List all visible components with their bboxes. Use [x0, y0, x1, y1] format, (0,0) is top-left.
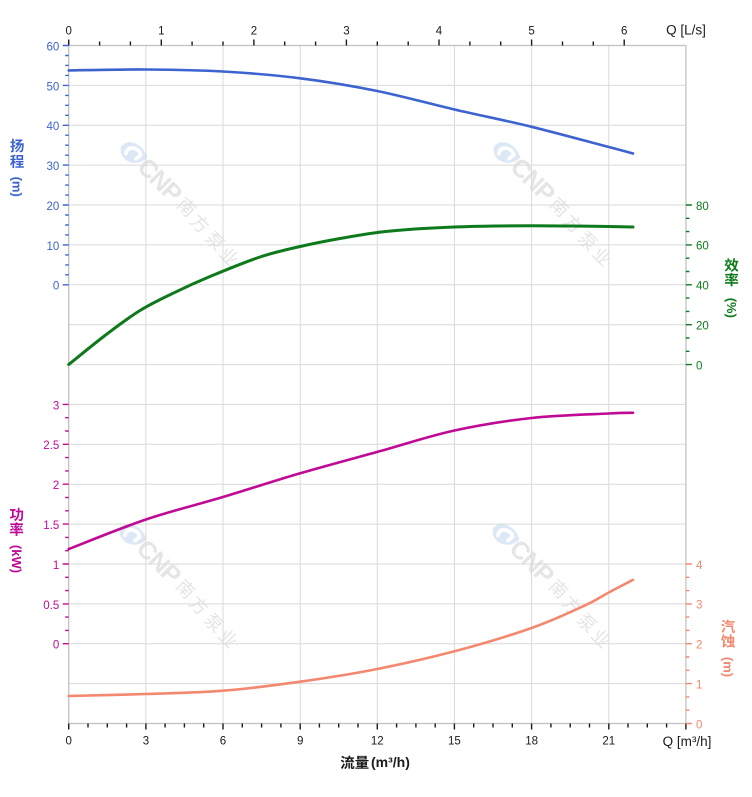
svg-text:3: 3 [696, 600, 702, 612]
svg-text:40: 40 [47, 121, 60, 133]
svg-text:2: 2 [251, 25, 257, 37]
svg-text:18: 18 [525, 736, 538, 748]
svg-text:3: 3 [343, 25, 349, 37]
svg-text:20: 20 [696, 321, 709, 333]
svg-text:2.5: 2.5 [43, 440, 59, 452]
svg-text:(m³/h): (m³/h) [371, 754, 410, 770]
svg-text:Q [L/s]: Q [L/s] [666, 22, 706, 37]
svg-text:1: 1 [158, 25, 164, 37]
svg-text:21: 21 [602, 736, 615, 748]
svg-text:0: 0 [65, 736, 71, 748]
svg-text:1: 1 [53, 560, 59, 572]
svg-text:6: 6 [621, 25, 627, 37]
svg-text:0: 0 [53, 281, 59, 293]
svg-text:(%): (%) [724, 298, 739, 318]
svg-text:2: 2 [696, 640, 702, 652]
svg-text:40: 40 [696, 281, 709, 293]
svg-text:(m): (m) [10, 177, 25, 197]
svg-text:0: 0 [696, 360, 702, 372]
svg-text:10: 10 [47, 241, 60, 253]
svg-text:0: 0 [65, 25, 71, 37]
svg-text:12: 12 [371, 736, 384, 748]
svg-text:0.5: 0.5 [43, 600, 59, 612]
svg-text:1: 1 [696, 679, 702, 691]
svg-text:60: 60 [696, 241, 709, 253]
svg-text:2: 2 [53, 480, 59, 492]
svg-text:0: 0 [53, 640, 59, 652]
svg-text:Q [m³/h]: Q [m³/h] [663, 734, 712, 749]
svg-text:60: 60 [47, 41, 60, 53]
svg-text:20: 20 [47, 201, 60, 213]
svg-text:5: 5 [528, 25, 534, 37]
svg-text:30: 30 [47, 161, 60, 173]
svg-text:(m): (m) [721, 657, 736, 677]
svg-text:3: 3 [53, 400, 59, 412]
svg-text:9: 9 [297, 736, 303, 748]
svg-text:6: 6 [220, 736, 226, 748]
svg-text:3: 3 [143, 736, 149, 748]
svg-text:15: 15 [448, 736, 461, 748]
svg-text:0: 0 [696, 719, 702, 731]
svg-text:4: 4 [696, 560, 703, 572]
svg-text:(kW): (kW) [9, 545, 24, 573]
svg-text:4: 4 [436, 25, 443, 37]
svg-text:50: 50 [47, 81, 60, 93]
svg-text:1.5: 1.5 [43, 520, 59, 532]
svg-text:80: 80 [696, 201, 709, 213]
